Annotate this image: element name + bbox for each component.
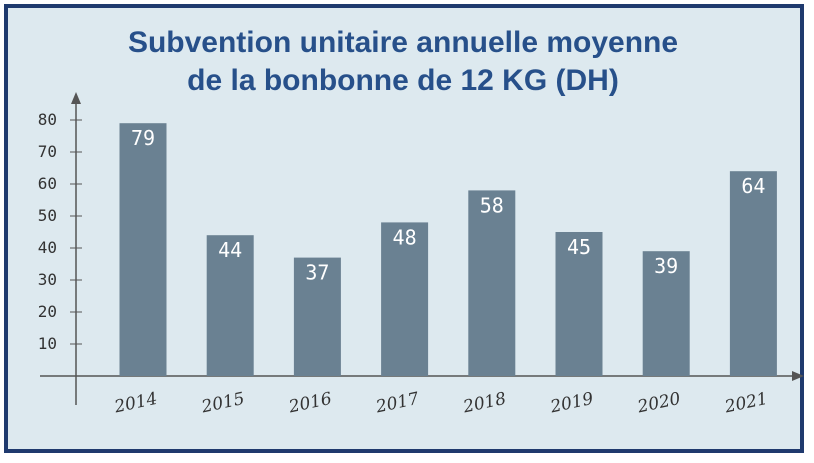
chart-title-line1: Subvention unitaire annuelle moyenne (127, 26, 679, 59)
bar (555, 232, 603, 376)
y-tick-label: 70 (38, 142, 57, 161)
category-label: 2014 (112, 389, 159, 418)
bar (119, 123, 167, 376)
y-tick-label: 80 (38, 110, 57, 129)
category-label: 2015 (199, 389, 246, 418)
bar (206, 235, 254, 376)
bar-value-label: 79 (131, 126, 155, 150)
category-label: 2020 (635, 389, 683, 418)
y-tick-label: 60 (38, 174, 57, 193)
y-tick-label: 10 (38, 334, 57, 353)
bar-value-label: 37 (305, 261, 329, 285)
bar (293, 257, 341, 376)
bar (468, 190, 516, 376)
chart-title: Subvention unitaire annuelle moyenne de … (0, 24, 806, 100)
y-tick-label: 20 (38, 302, 57, 321)
y-axis-arrow (71, 92, 81, 104)
bar-value-label: 58 (480, 193, 504, 217)
category-label: 2017 (373, 389, 421, 418)
y-tick-label: 40 (38, 238, 57, 257)
category-label: 2018 (461, 389, 509, 418)
y-tick-label: 30 (38, 270, 57, 289)
y-tick-label: 50 (38, 206, 57, 225)
x-axis-arrow (792, 371, 804, 381)
bar-value-label: 48 (393, 225, 417, 249)
bar-value-label: 45 (567, 235, 591, 259)
category-label: 2016 (286, 389, 334, 418)
bar-value-label: 44 (218, 238, 242, 262)
bar-value-label: 64 (741, 174, 765, 198)
category-label: 2019 (548, 389, 596, 418)
bar (381, 222, 429, 376)
bar (729, 171, 777, 376)
bar (642, 251, 690, 376)
bar-value-label: 39 (654, 254, 678, 278)
chart-title-line2: de la bonbonne de 12 KG (DH) (187, 64, 619, 97)
category-label: 2021 (722, 389, 769, 418)
